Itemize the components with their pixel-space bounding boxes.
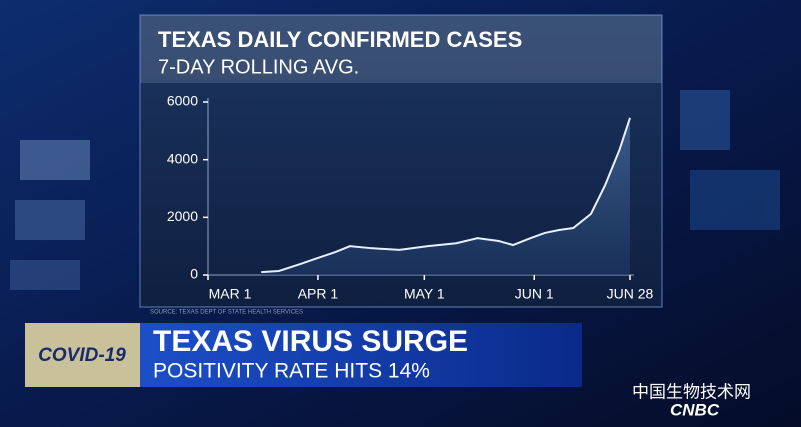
- title-bar: [140, 15, 662, 83]
- x-tick-label: JUN 28: [607, 286, 654, 302]
- x-tick-label: MAR 1: [209, 286, 252, 302]
- tag-box: [25, 323, 140, 387]
- y-tick-label: 4000: [167, 150, 198, 166]
- headline-bar: [140, 323, 582, 387]
- headline: TEXAS VIRUS SURGE: [153, 325, 468, 358]
- chart-subtitle: 7-DAY ROLLING AVG.: [158, 56, 359, 78]
- line: [261, 117, 631, 274]
- y-tick-label: 0: [190, 266, 198, 282]
- network-logo: CNBC: [670, 400, 720, 419]
- source: SOURCE: TEXAS DEPT OF STATE HEALTH SERVI…: [150, 310, 303, 316]
- x-tick-label: MAY 1: [404, 286, 445, 302]
- x-tick-label: JUN 1: [515, 286, 554, 302]
- studio-decor: [10, 90, 780, 290]
- subhead: POSITIVITY RATE HITS 14%: [153, 360, 430, 383]
- watermark: 中国生物技术网: [632, 382, 751, 401]
- chart-title: TEXAS DAILY CONFIRMED CASES: [158, 27, 522, 52]
- y-tick-label: 6000: [167, 93, 198, 109]
- tag: COVID-19: [38, 345, 126, 366]
- x-tick-label: APR 1: [298, 286, 339, 302]
- y-tick-label: 2000: [167, 208, 198, 224]
